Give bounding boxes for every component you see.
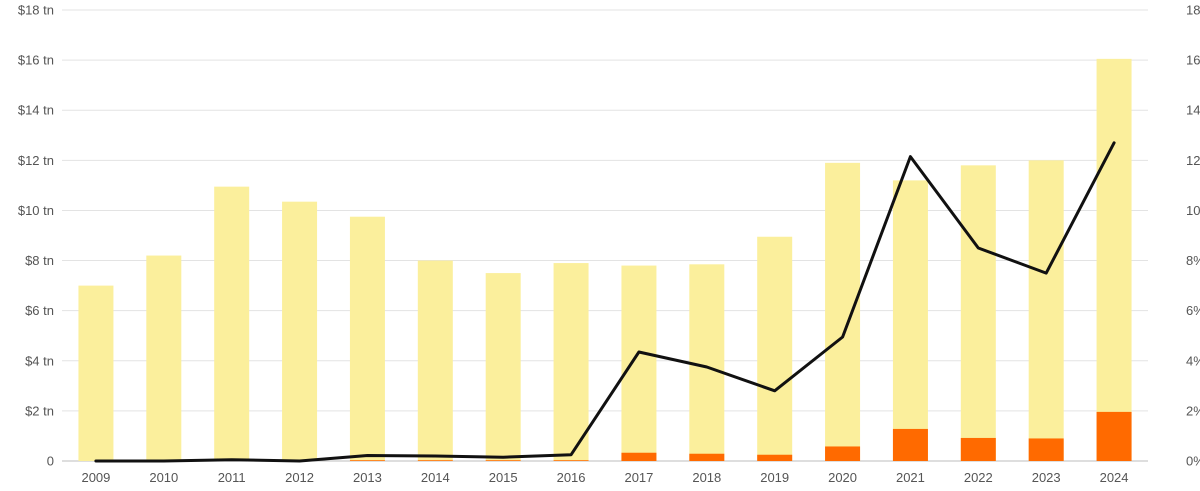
x-tick-label: 2022 bbox=[964, 470, 993, 485]
bar-highlight bbox=[892, 428, 928, 461]
bar-total bbox=[689, 264, 725, 461]
x-tick-label: 2013 bbox=[353, 470, 382, 485]
left-tick-label: $16 tn bbox=[18, 53, 54, 68]
left-tick-label: $8 tn bbox=[25, 253, 54, 268]
left-tick-label: 0 bbox=[47, 454, 54, 469]
x-tick-label: 2023 bbox=[1032, 470, 1061, 485]
bar-total bbox=[146, 255, 182, 461]
bar-highlight bbox=[1028, 438, 1064, 461]
x-tick-label: 2020 bbox=[828, 470, 857, 485]
bar-total bbox=[1028, 160, 1064, 462]
x-tick-label: 2012 bbox=[285, 470, 314, 485]
bar-total bbox=[214, 186, 250, 461]
left-tick-label: $18 tn bbox=[18, 3, 54, 18]
bar-total bbox=[349, 216, 385, 461]
bar-total bbox=[892, 180, 928, 461]
bar-total bbox=[553, 263, 589, 461]
right-tick-label: 6% bbox=[1186, 303, 1200, 318]
bar-total bbox=[960, 165, 996, 461]
bar-highlight bbox=[825, 446, 861, 461]
left-tick-label: $4 tn bbox=[25, 353, 54, 368]
bars bbox=[78, 58, 1132, 462]
bar-total bbox=[78, 285, 114, 461]
bar-total bbox=[621, 265, 657, 461]
right-tick-label: 12% bbox=[1186, 153, 1200, 168]
right-tick-label: 14% bbox=[1186, 103, 1200, 118]
x-tick-label: 2011 bbox=[218, 470, 246, 485]
x-tick-label: 2019 bbox=[760, 470, 789, 485]
left-y-axis: 0 $2 tn $4 tn $6 tn $8 tn $10 tn $12 tn $14 tn $… bbox=[18, 3, 54, 469]
bar-highlight bbox=[485, 460, 521, 461]
left-tick-label: $10 tn bbox=[18, 203, 54, 218]
bar-highlight bbox=[960, 437, 996, 461]
right-tick-label: 16% bbox=[1186, 53, 1200, 68]
x-tick-label: 2021 bbox=[896, 470, 925, 485]
bar-highlight bbox=[1096, 411, 1132, 461]
left-tick-label: $12 tn bbox=[18, 153, 54, 168]
bar-total bbox=[1096, 58, 1132, 461]
x-tick-label: 2010 bbox=[149, 470, 178, 485]
left-tick-label: $6 tn bbox=[25, 303, 54, 318]
bar-highlight bbox=[689, 453, 725, 461]
x-tick-label: 2015 bbox=[489, 470, 518, 485]
bar-highlight bbox=[621, 452, 657, 461]
x-tick-label: 2018 bbox=[692, 470, 721, 485]
x-tick-label: 2014 bbox=[421, 470, 450, 485]
x-tick-label: 2016 bbox=[557, 470, 586, 485]
right-y-axis: 0% 2% 4% 6% 8% 10% 12% 14% 16% 18% bbox=[1186, 3, 1200, 469]
ratio-line bbox=[94, 141, 1116, 463]
left-tick-label: $14 tn bbox=[18, 103, 54, 118]
left-tick-label: $2 tn bbox=[25, 403, 54, 418]
x-tick-label: 2024 bbox=[1100, 470, 1129, 485]
x-tick-label: 2017 bbox=[624, 470, 653, 485]
bar-highlight bbox=[349, 460, 385, 461]
right-tick-label: 8% bbox=[1186, 253, 1200, 268]
bar-highlight bbox=[553, 460, 589, 461]
line-series bbox=[94, 141, 1116, 463]
x-tick-label: 2009 bbox=[81, 470, 110, 485]
right-tick-label: 10% bbox=[1186, 203, 1200, 218]
bar-highlight bbox=[757, 454, 793, 461]
right-tick-label: 4% bbox=[1186, 353, 1200, 368]
right-tick-label: 0% bbox=[1186, 454, 1200, 469]
bar-total bbox=[417, 260, 453, 461]
bar-total bbox=[825, 162, 861, 462]
bar-total bbox=[485, 273, 521, 461]
bar-highlight bbox=[417, 460, 453, 461]
right-tick-label: 18% bbox=[1186, 3, 1200, 18]
bar-total bbox=[757, 236, 793, 461]
bar-total bbox=[282, 201, 318, 462]
x-axis: 2009 2010 2011 2012 2013 2014 2015 2016 2017 2018… bbox=[81, 470, 1128, 485]
right-tick-label: 2% bbox=[1186, 403, 1200, 418]
